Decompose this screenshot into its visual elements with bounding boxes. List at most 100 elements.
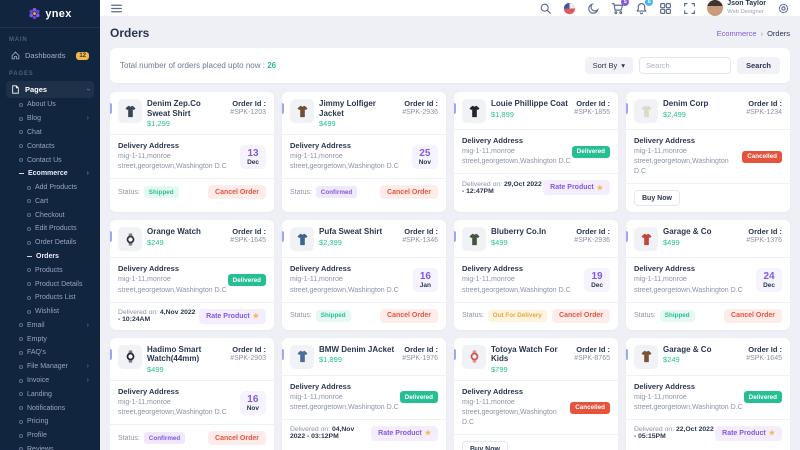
delivery-date-box: 16 Jan [412,268,438,293]
sidebar-item-email[interactable]: Email › [6,319,94,333]
dark-mode-moon-icon[interactable] [587,2,600,15]
search-button[interactable]: Search [736,57,780,74]
rate-order-button[interactable]: Rate Product ★ [371,425,438,441]
sidebar-item-about-us[interactable]: About Us [6,98,94,112]
sidebar-item-products-list[interactable]: Products List [6,291,94,305]
sidebar-item-edit-products[interactable]: Edit Products [6,222,94,236]
delivery-address: mig-1-11,monroe street,georgetown,Washing… [634,148,729,176]
sidebar-item-product-details[interactable]: Product Details [6,277,94,291]
brand-name: ynex [45,7,72,20]
sidebar-item-cart[interactable]: Cart [6,194,94,208]
sidebar-item-label: FAQ's [27,349,46,357]
delivery-address: mig-1-11,monroe street,georgetown,Washing… [118,398,227,417]
sort-by-button[interactable]: Sort By ▾ [584,57,633,74]
delivery-status-badge: Delivered [227,274,266,287]
page-title: Orders [110,26,150,40]
star-icon: ★ [768,430,775,438]
sidebar-item-pages[interactable]: Pages › [6,81,94,98]
hamburger-menu-icon[interactable] [110,2,123,15]
order-card: BMW Denim JAcket $1,899 Order Id : #SPK-… [282,337,446,450]
sidebar-item-label: Products [35,266,63,274]
brand-logo[interactable]: ynex [0,0,100,28]
buy-order-button[interactable]: Buy Now [462,441,508,450]
buy-order-button[interactable]: Buy Now [634,190,680,207]
sidebar-item-profile[interactable]: Profile [6,429,94,443]
sidebar-item-notifications[interactable]: Notifications [6,401,94,415]
delivered-on-text: Delivered on: 04,Nov 2022 - 03:12PM [290,426,355,441]
sidebar-item-reviews[interactable]: Reviews [6,443,94,450]
status-badge: Confirmed [143,432,186,445]
status-badge: Shipped [659,309,695,322]
sidebar-item-products[interactable]: Products [6,263,94,277]
delivery-address-label: Delivery Address [118,141,180,151]
watch-icon [126,350,134,363]
delivery-address: mig-1-11,monroe street,georgetown,Washing… [290,153,399,171]
user-menu[interactable]: Json Taylor Web Designer [707,0,766,16]
status-label: Status: [462,312,484,320]
status-badge: Shipped [315,309,351,322]
sidebar-item-file-manager[interactable]: File Manager › [6,360,94,374]
sidebar-item-pricing[interactable]: Pricing [6,415,94,429]
sidebar-item-dashboards[interactable]: Dashboards 12 [6,47,94,64]
order-card: Garage & Co $249 Order Id : #SPK-1645 De… [626,337,790,450]
cancel-order-button[interactable]: Cancel Order [724,308,782,323]
order-id-value: #SPK-1645 [230,237,266,245]
order-id-label: Order Id : [748,227,782,237]
watch-icon [126,233,134,246]
sidebar-item-chat[interactable]: Chat [6,126,94,140]
file-icon [12,85,19,94]
search-input[interactable] [638,57,731,74]
settings-gear-icon[interactable] [777,2,790,15]
sidebar-item-ecommerce[interactable]: Ecommerce › [6,167,94,181]
rate-order-button[interactable]: Rate Product ★ [715,425,782,441]
sidebar-item-contact-us[interactable]: Contact Us [6,153,94,167]
sidebar-item-empty[interactable]: Empty [6,332,94,346]
notifications-bell-icon[interactable]: 6 [635,0,654,15]
cancel-order-button[interactable]: Cancel Order [380,185,438,200]
country-flag-icon[interactable] [563,2,576,15]
delivery-status-badge: Delivered [743,391,782,404]
cancel-order-button[interactable]: Cancel Order [380,308,438,323]
product-price: $499 [491,238,508,248]
user-role: Web Designer [727,8,764,15]
cancel-order-button[interactable]: Cancel Order [552,308,610,323]
sidebar-item-faq-s[interactable]: FAQ's [6,346,94,360]
order-card: Bluberry Co.In $499 Order Id : #SPK-2936… [454,220,618,330]
sidebar-item-invoice[interactable]: Invoice › [6,374,94,388]
product-price: $499 [319,119,336,129]
sidebar-item-checkout[interactable]: Checkout [6,208,94,222]
apparel-icon [641,233,651,246]
sidebar-item-label: Profile [27,432,47,440]
product-thumbnail [634,99,658,123]
rate-order-button[interactable]: Rate Product ★ [199,308,266,324]
sidebar-item-label: File Manager [27,363,68,371]
search-icon[interactable] [539,2,552,15]
sidebar-item-order-details[interactable]: Order Details [6,236,94,250]
sidebar-item-wishlist[interactable]: Wishlist [6,305,94,319]
sidebar-item-blog[interactable]: Blog › [6,112,94,126]
order-card: Pufa Sweat Shirt $2,399 Order Id : #SPK-… [282,220,446,330]
delivery-date-day: 19 [591,271,603,283]
fullscreen-icon[interactable] [683,2,696,15]
product-thumbnail [462,99,486,123]
apparel-icon [469,105,479,117]
delivery-date-box: 25 Nov [411,144,438,169]
cancel-order-button[interactable]: Cancel Order [208,431,266,446]
product-price: $249 [147,238,164,248]
sidebar-item-landing[interactable]: Landing [6,387,94,401]
product-thumbnail [634,227,658,252]
order-id-value: #SPK-1376 [746,237,782,245]
sidebar-item-label: Pricing [27,418,49,426]
cart-icon[interactable]: 5 [611,0,630,15]
apps-grid-icon[interactable] [659,2,672,15]
star-icon: ★ [424,430,431,438]
delivery-address: mig-1-11,monroe street,georgetown,Washing… [118,276,227,294]
sidebar-item-add-products[interactable]: Add Products [6,181,94,195]
breadcrumb-ecommerce-link[interactable]: Ecommerce [716,28,757,38]
sidebar-item-orders[interactable]: Orders [6,250,94,264]
cancel-order-button[interactable]: Cancel Order [208,185,266,200]
rate-order-button[interactable]: Rate Product ★ [543,180,610,196]
sidebar-item-contacts[interactable]: Contacts [6,139,94,153]
product-name: Orange Watch [147,227,201,237]
delivery-status-badge: Delivered [399,391,438,404]
